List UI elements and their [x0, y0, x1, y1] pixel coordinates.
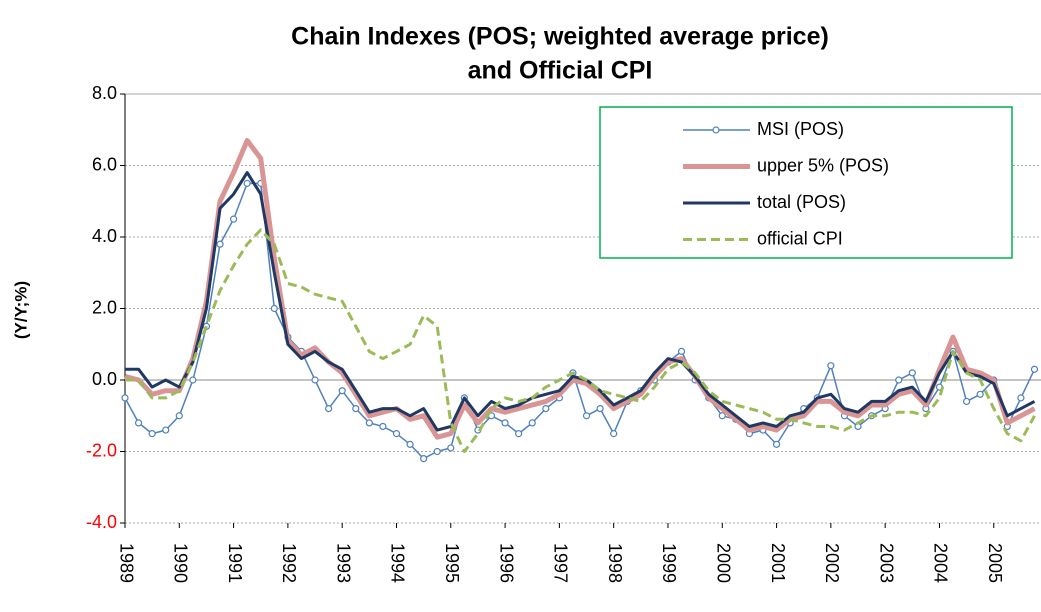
data-point: [392, 430, 401, 438]
x-tick-label: 1997: [551, 543, 571, 583]
data-point: [229, 215, 238, 223]
series-line: [124, 138, 1036, 440]
data-point: [406, 440, 414, 448]
x-tick-label: 1996: [496, 543, 516, 583]
y-tick-label: -2.0: [86, 440, 117, 460]
y-tick-label: 2.0: [92, 297, 117, 317]
y-axis-label: (Y/Y;%): [11, 281, 30, 339]
data-point: [162, 426, 170, 434]
x-tick-label: 1992: [279, 543, 299, 583]
x-tick-label: 2000: [714, 543, 734, 583]
data-point: [311, 376, 319, 384]
data-point: [270, 304, 278, 313]
data-point: [501, 419, 509, 427]
data-point: [963, 397, 971, 406]
x-tick-label: 2002: [822, 543, 842, 583]
x-tick-label: 2004: [931, 543, 951, 583]
data-point: [175, 412, 183, 420]
data-point: [447, 444, 455, 452]
x-tick-label: 1999: [659, 543, 679, 583]
data-point: [338, 387, 346, 395]
data-point: [121, 394, 129, 402]
data-point: [1017, 394, 1025, 402]
y-tick-label: 4.0: [92, 226, 117, 246]
data-point: [827, 362, 835, 370]
data-point: [515, 430, 523, 438]
data-point: [325, 405, 333, 413]
x-tick-label: 1989: [116, 543, 136, 583]
data-point: [596, 405, 604, 413]
data-point: [718, 412, 726, 420]
data-point: [243, 179, 251, 187]
data-point: [528, 419, 536, 427]
legend-marker: [712, 126, 720, 134]
y-tick-label: 8.0: [92, 83, 117, 103]
series-line: [125, 171, 1036, 432]
legend-label: total (POS): [757, 192, 846, 212]
legend-label: MSI (POS): [757, 119, 844, 139]
x-tick-label: 2001: [768, 543, 788, 583]
y-tick-label: 0.0: [92, 369, 117, 389]
legend-label: upper 5% (POS): [757, 155, 889, 175]
y-tick-label: 6.0: [92, 154, 117, 174]
data-point: [772, 440, 781, 448]
data-point: [542, 405, 550, 413]
chart-title: Chain Indexes (POS; weighted average pri…: [291, 23, 829, 51]
data-point: [895, 376, 903, 384]
data-point: [134, 419, 143, 427]
x-tick-label: 1998: [605, 543, 625, 583]
legend: MSI (POS) upper 5% (POS) total (POS) offici…: [599, 106, 1013, 259]
x-tick-label: 1995: [442, 543, 462, 583]
x-tick-label: 1990: [171, 543, 191, 583]
data-point: [352, 405, 360, 413]
data-point: [433, 447, 441, 456]
x-tick-label: 2005: [985, 543, 1005, 583]
data-point: [1030, 365, 1039, 373]
y-tick-label: -4.0: [86, 512, 117, 532]
legend-box: [599, 106, 1013, 259]
x-tick-label: 1993: [333, 543, 353, 583]
data-point: [379, 422, 387, 431]
legend-label: official CPI: [757, 228, 843, 248]
data-point: [908, 369, 916, 377]
data-point: [420, 455, 428, 463]
x-tick-label: 1991: [225, 543, 245, 583]
data-point: [148, 430, 156, 438]
data-point: [365, 419, 373, 427]
x-tick-label: 1994: [388, 543, 408, 583]
x-tick-label: 2003: [876, 543, 896, 583]
data-point: [216, 240, 224, 248]
data-point: [189, 376, 197, 384]
series-line: [125, 228, 1036, 453]
data-point: [582, 412, 591, 420]
chart-title: and Official CPI: [468, 57, 653, 85]
data-point: [677, 347, 686, 355]
data-point: [610, 430, 618, 438]
data-point: [976, 390, 984, 398]
